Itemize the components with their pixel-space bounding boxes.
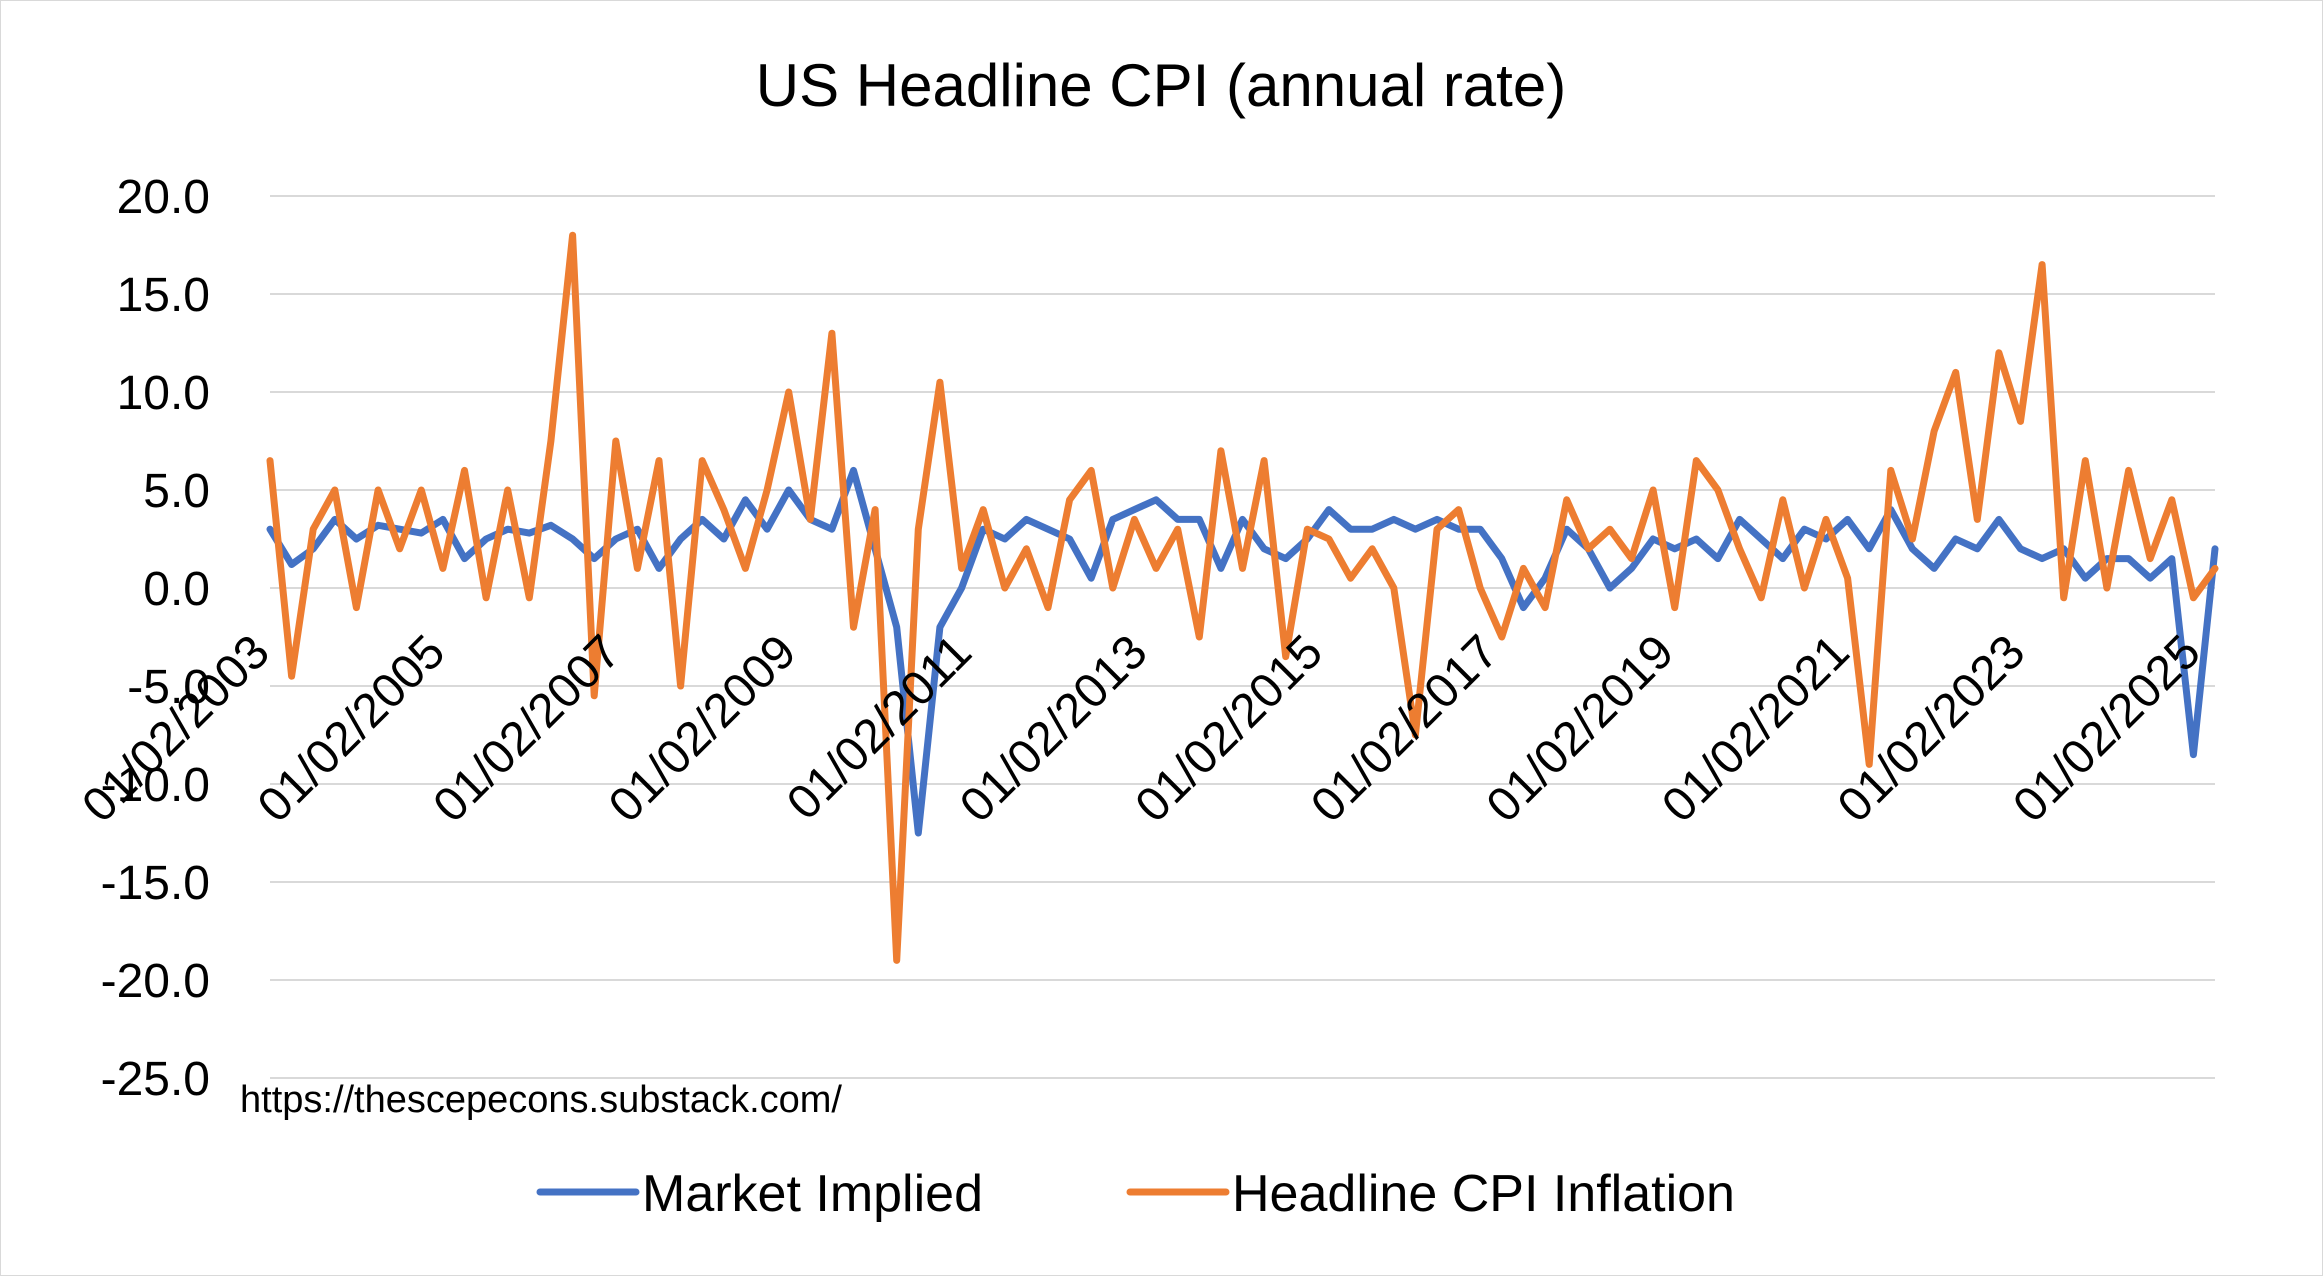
- y-tick-label: 5.0: [143, 465, 210, 518]
- x-axis-ticks: 01/02/200301/02/200501/02/200701/02/2009…: [72, 625, 2210, 832]
- x-tick-label: 01/02/2019: [1477, 625, 1684, 832]
- x-tick-label: 01/02/2021: [1652, 625, 1859, 832]
- gridlines: [270, 195, 2215, 1079]
- y-tick-label: 10.0: [117, 367, 210, 420]
- legend: Market Implied Headline CPI Inflation: [536, 1165, 1735, 1223]
- x-tick-label: 01/02/2007: [424, 625, 631, 832]
- y-axis-ticks: 20.0 15.0 10.0 5.0 0.0 -5.0 -10.0 -15.0 -20.0 -25…: [101, 171, 210, 1106]
- chart-title: US Headline CPI (annual rate): [756, 52, 1566, 119]
- series-line-market-implied: [266, 466, 2219, 837]
- y-tick-label: 0.0: [143, 563, 210, 616]
- y-tick-label: -15.0: [101, 857, 210, 910]
- x-tick-label: 01/02/2015: [1126, 625, 1333, 832]
- x-tick-label: 01/02/2025: [2003, 625, 2210, 832]
- y-tick-label: -25.0: [101, 1053, 210, 1106]
- x-tick-label: 01/02/2005: [248, 625, 455, 832]
- series-lines: [266, 231, 2219, 964]
- y-tick-label: 20.0: [117, 171, 210, 224]
- x-tick-label: 01/02/2013: [950, 625, 1157, 832]
- y-tick-label: 15.0: [117, 269, 210, 322]
- legend-label: Headline CPI Inflation: [1232, 1165, 1735, 1223]
- y-tick-label: -10.0: [101, 759, 210, 812]
- source-annotation: https://thescepecons.substack.com/: [240, 1079, 842, 1121]
- legend-label: Market Implied: [642, 1165, 983, 1223]
- y-tick-label: -5.0: [127, 661, 210, 714]
- series-line-headline-cpi: [266, 231, 2219, 964]
- x-tick-label: 01/02/2009: [599, 625, 806, 832]
- y-tick-label: -20.0: [101, 955, 210, 1008]
